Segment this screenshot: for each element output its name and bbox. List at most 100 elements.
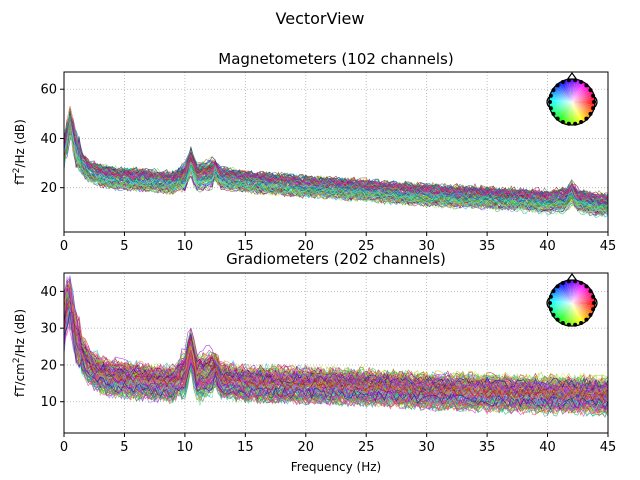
y-tick-label: 20 [40, 358, 57, 373]
head-center-fade [549, 79, 595, 125]
channel-trace [64, 302, 608, 414]
sensor-dot [584, 83, 589, 88]
channel-trace [64, 321, 608, 418]
sensor-dot [555, 317, 560, 322]
y-tick-label: 10 [40, 395, 57, 410]
x-tick-label: 0 [60, 239, 68, 254]
magnetometers-panel: Magnetometers (102 channels) fT2/Hz (dB)… [12, 50, 616, 254]
sensor-dot [579, 321, 584, 326]
sensor-dot [591, 106, 596, 111]
sensor-dot [566, 121, 571, 126]
head-ear [546, 297, 550, 309]
x-tick-label: 45 [600, 440, 617, 455]
sensor-dot [592, 301, 596, 305]
x-axis-label: Frequency (Hz) [291, 460, 382, 474]
sensor-layout-head-icon [546, 272, 598, 327]
sensor-dot [573, 279, 578, 284]
sensor-dot [560, 79, 565, 84]
head-ear [594, 297, 598, 309]
channel-trace [64, 126, 608, 214]
y-tick-label: 60 [40, 83, 57, 98]
sensor-dot [588, 88, 593, 93]
head-center-fade [549, 280, 595, 326]
sensor-dot [588, 111, 593, 116]
axes-frame [63, 71, 609, 233]
sensor-dot [591, 307, 596, 312]
x-tick-label: 30 [418, 239, 435, 254]
sensor-dot [566, 279, 571, 284]
y-tick-label: 30 [40, 322, 57, 337]
sensor-dot [584, 284, 589, 289]
magnetometers-ylabel: fT2/Hz (dB) [12, 119, 27, 185]
channel-trace [64, 286, 608, 394]
sensor-dot [566, 322, 571, 327]
x-tick-label: 30 [418, 440, 435, 455]
head-nose [566, 71, 578, 81]
sensor-dot [551, 111, 556, 116]
channel-traces [64, 105, 608, 218]
sensor-dot [548, 294, 553, 299]
sensor-dot [588, 289, 593, 294]
sensor-dot [555, 83, 560, 88]
x-tick-label: 15 [237, 440, 254, 455]
x-tick-label: 20 [298, 440, 315, 455]
channel-trace [64, 121, 608, 205]
sensor-dot [584, 317, 589, 322]
sensor-dot [560, 321, 565, 326]
x-tick-label: 0 [60, 440, 68, 455]
channel-trace [64, 121, 608, 208]
sensor-dot [548, 93, 553, 98]
x-tick-label: 40 [539, 440, 556, 455]
x-tick-label: 5 [120, 239, 128, 254]
sensor-dot [548, 301, 552, 305]
x-tick-label: 35 [479, 440, 496, 455]
sensor-dot [573, 121, 578, 126]
axes-frame [63, 272, 609, 434]
x-tick-label: 10 [177, 440, 194, 455]
sensor-dot [551, 88, 556, 93]
x-tick-label: 45 [600, 239, 617, 254]
sensor-dot [555, 116, 560, 121]
sensor-dot [579, 79, 584, 84]
y-tick-label: 40 [40, 285, 57, 300]
channel-trace [64, 119, 608, 214]
sensor-dot [592, 100, 596, 104]
head-ear [546, 96, 550, 108]
sensor-dot [560, 280, 565, 285]
sensor-dot [573, 322, 578, 327]
channel-trace [64, 121, 608, 217]
x-tick-label: 25 [358, 239, 375, 254]
sensor-dot [551, 312, 556, 317]
channel-trace [64, 299, 608, 391]
x-tick-label: 20 [298, 239, 315, 254]
sensor-dot [560, 120, 565, 125]
x-tick-label: 10 [177, 239, 194, 254]
y-tick-label: 20 [40, 181, 57, 196]
sensor-dot [551, 289, 556, 294]
y-tick-label: 40 [40, 132, 57, 147]
magnetometers-title: Magnetometers (102 channels) [218, 50, 453, 68]
x-tick-label: 15 [237, 239, 254, 254]
channel-trace [64, 118, 608, 202]
gradiometers-panel: Gradiometers (202 channels) fT/cm2/Hz (d… [12, 250, 616, 474]
head-nose [566, 272, 578, 282]
sensor-dot [548, 106, 553, 111]
gradiometers-title: Gradiometers (202 channels) [226, 250, 446, 268]
sensor-dot [591, 93, 596, 98]
x-tick-label: 5 [120, 440, 128, 455]
sensor-dot [548, 100, 552, 104]
x-tick-label: 35 [479, 239, 496, 254]
sensor-dot [573, 78, 578, 83]
head-ear [594, 96, 598, 108]
channel-trace [64, 289, 608, 394]
channel-trace [64, 302, 608, 404]
gradiometers-ylabel: fT/cm2/Hz (dB) [12, 309, 27, 397]
sensor-dot [548, 307, 553, 312]
sensor-dot [588, 312, 593, 317]
sensor-layout-head-icon [546, 71, 598, 126]
channel-trace [64, 312, 608, 411]
sensor-dot [579, 280, 584, 285]
x-tick-label: 40 [539, 239, 556, 254]
x-tick-label: 25 [358, 440, 375, 455]
